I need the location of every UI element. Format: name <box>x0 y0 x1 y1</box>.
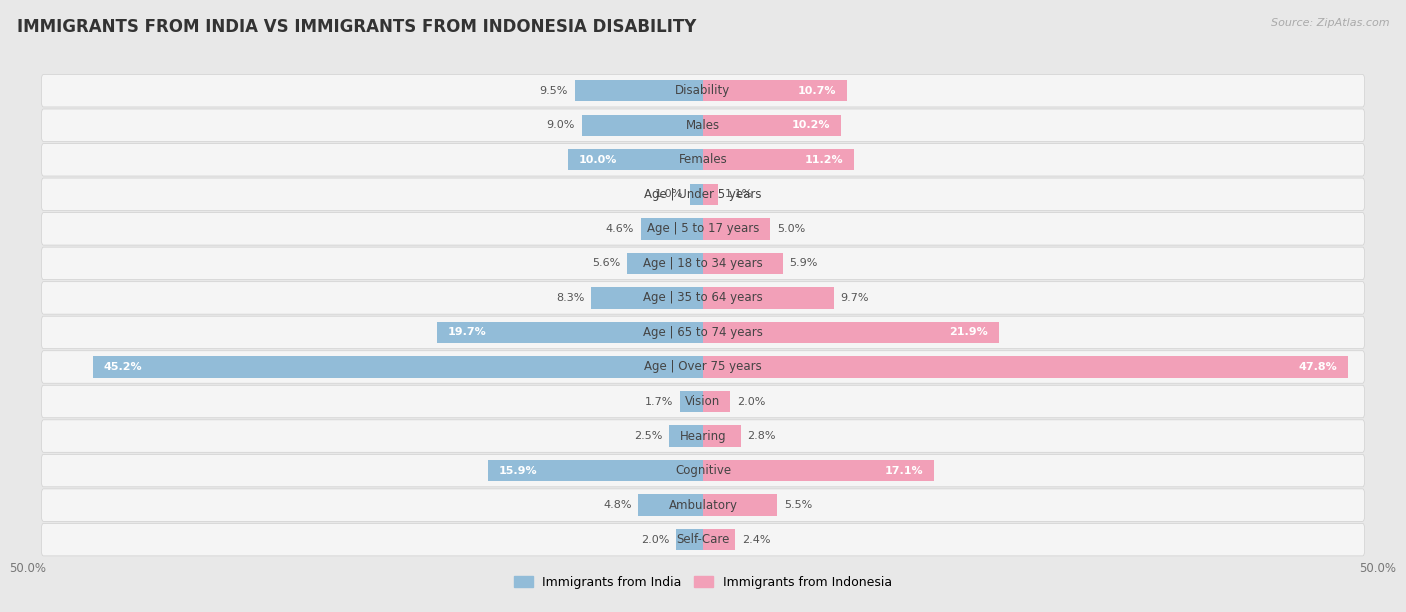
Text: 5.9%: 5.9% <box>789 258 818 269</box>
Text: Disability: Disability <box>675 84 731 97</box>
Text: Age | 65 to 74 years: Age | 65 to 74 years <box>643 326 763 339</box>
Text: 2.0%: 2.0% <box>737 397 765 406</box>
Text: 9.5%: 9.5% <box>540 86 568 95</box>
FancyBboxPatch shape <box>42 247 1364 280</box>
Bar <box>703 460 934 481</box>
Text: 2.0%: 2.0% <box>641 535 669 545</box>
Text: Cognitive: Cognitive <box>675 464 731 477</box>
Text: 5.5%: 5.5% <box>785 500 813 510</box>
Text: 17.1%: 17.1% <box>884 466 922 476</box>
Bar <box>703 149 855 171</box>
Text: 4.8%: 4.8% <box>603 500 631 510</box>
FancyBboxPatch shape <box>42 386 1364 418</box>
Bar <box>681 391 703 412</box>
Bar <box>703 253 783 274</box>
Bar <box>638 494 703 516</box>
Bar <box>703 322 998 343</box>
Text: 1.1%: 1.1% <box>724 189 752 200</box>
FancyBboxPatch shape <box>42 351 1364 383</box>
FancyBboxPatch shape <box>42 420 1364 452</box>
Text: 19.7%: 19.7% <box>449 327 486 337</box>
Text: Males: Males <box>686 119 720 132</box>
Text: Vision: Vision <box>685 395 721 408</box>
Text: Age | Over 75 years: Age | Over 75 years <box>644 360 762 373</box>
Bar <box>591 287 703 308</box>
Legend: Immigrants from India, Immigrants from Indonesia: Immigrants from India, Immigrants from I… <box>509 571 897 594</box>
Bar <box>641 218 703 239</box>
Bar <box>703 425 741 447</box>
Text: 1.0%: 1.0% <box>655 189 683 200</box>
Bar <box>703 114 841 136</box>
FancyBboxPatch shape <box>42 454 1364 487</box>
Text: 11.2%: 11.2% <box>804 155 844 165</box>
Text: 45.2%: 45.2% <box>104 362 142 372</box>
Bar <box>676 529 703 550</box>
Text: Hearing: Hearing <box>679 430 727 442</box>
Bar <box>669 425 703 447</box>
Text: Females: Females <box>679 153 727 166</box>
Bar <box>568 149 703 171</box>
Bar <box>689 184 703 205</box>
Text: IMMIGRANTS FROM INDIA VS IMMIGRANTS FROM INDONESIA DISABILITY: IMMIGRANTS FROM INDIA VS IMMIGRANTS FROM… <box>17 18 696 36</box>
Bar <box>93 356 703 378</box>
Text: 5.0%: 5.0% <box>778 224 806 234</box>
Bar <box>575 80 703 102</box>
Text: 5.6%: 5.6% <box>592 258 620 269</box>
FancyBboxPatch shape <box>42 178 1364 211</box>
Bar <box>703 218 770 239</box>
FancyBboxPatch shape <box>42 212 1364 245</box>
Text: Source: ZipAtlas.com: Source: ZipAtlas.com <box>1271 18 1389 28</box>
Bar <box>703 391 730 412</box>
Bar <box>582 114 703 136</box>
Bar <box>703 80 848 102</box>
Text: 9.0%: 9.0% <box>547 120 575 130</box>
Text: Age | 5 to 17 years: Age | 5 to 17 years <box>647 222 759 236</box>
Text: 15.9%: 15.9% <box>499 466 538 476</box>
Text: 10.0%: 10.0% <box>579 155 617 165</box>
Bar <box>703 287 834 308</box>
Text: 2.5%: 2.5% <box>634 431 662 441</box>
Bar <box>703 184 718 205</box>
Text: 10.7%: 10.7% <box>799 86 837 95</box>
Bar <box>703 529 735 550</box>
Text: 1.7%: 1.7% <box>645 397 673 406</box>
FancyBboxPatch shape <box>42 144 1364 176</box>
Bar <box>488 460 703 481</box>
Text: Age | 18 to 34 years: Age | 18 to 34 years <box>643 257 763 270</box>
Text: Age | Under 5 years: Age | Under 5 years <box>644 188 762 201</box>
Bar <box>703 356 1348 378</box>
Bar <box>437 322 703 343</box>
FancyBboxPatch shape <box>42 489 1364 521</box>
Text: 4.6%: 4.6% <box>606 224 634 234</box>
Text: Age | 35 to 64 years: Age | 35 to 64 years <box>643 291 763 304</box>
FancyBboxPatch shape <box>42 75 1364 107</box>
Bar <box>627 253 703 274</box>
Text: Ambulatory: Ambulatory <box>668 499 738 512</box>
Text: Self-Care: Self-Care <box>676 533 730 546</box>
Text: 2.8%: 2.8% <box>748 431 776 441</box>
FancyBboxPatch shape <box>42 109 1364 141</box>
Text: 10.2%: 10.2% <box>792 120 830 130</box>
Text: 8.3%: 8.3% <box>555 293 585 303</box>
Text: 9.7%: 9.7% <box>841 293 869 303</box>
Text: 47.8%: 47.8% <box>1299 362 1337 372</box>
Bar <box>703 494 778 516</box>
Text: 21.9%: 21.9% <box>949 327 988 337</box>
Text: 2.4%: 2.4% <box>742 535 770 545</box>
FancyBboxPatch shape <box>42 316 1364 349</box>
FancyBboxPatch shape <box>42 282 1364 314</box>
FancyBboxPatch shape <box>42 523 1364 556</box>
